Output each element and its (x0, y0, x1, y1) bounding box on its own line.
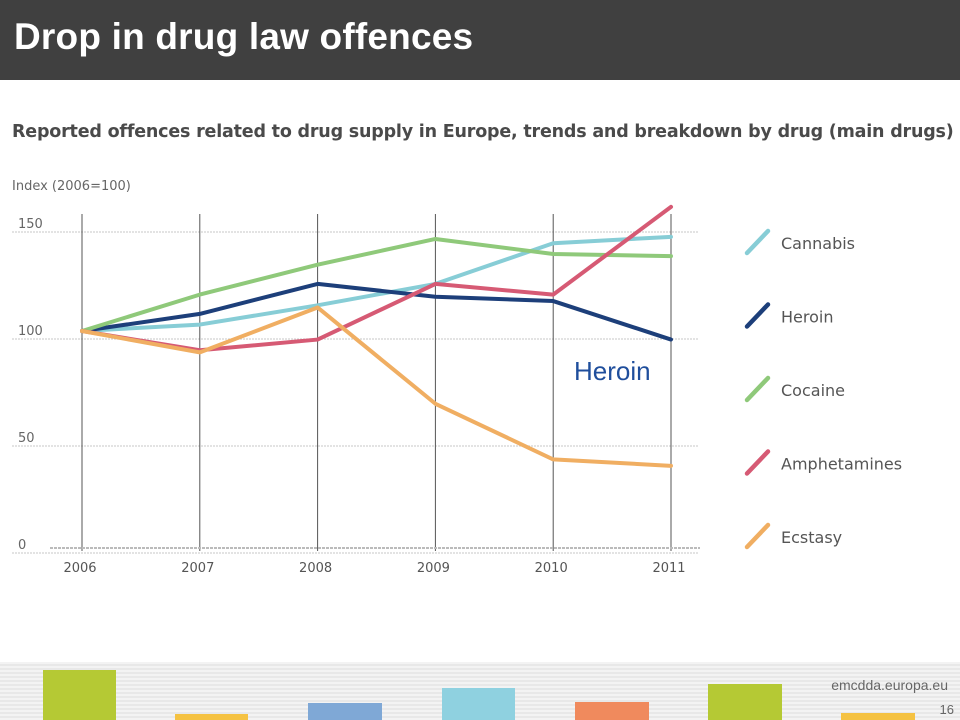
legend-label-cocaine: Cocaine (781, 381, 845, 400)
chart-title: Reported offences related to drug supply… (12, 122, 954, 142)
site-url[interactable]: emcdda.europa.eu (831, 677, 948, 693)
legend-swatch-heroin (744, 302, 771, 329)
footer-decor-bar (442, 688, 515, 720)
y-tick-label: 100 (18, 324, 43, 339)
title-bar: Drop in drug law offences (0, 0, 960, 80)
y-tick-label: 0 (18, 538, 26, 553)
legend-swatch-ecstasy (744, 522, 771, 550)
line-chart: Index (2006=100) 150 100 50 0 2006 2007 2008 200… (12, 179, 902, 576)
footer-decor-bar (575, 702, 649, 720)
x-tick-label: 2011 (652, 561, 685, 576)
legend-label-cannabis: Cannabis (781, 234, 855, 253)
legend-label-amphetamines: Amphetamines (781, 455, 902, 474)
series-line-ecstasy (80, 305, 673, 468)
legend-swatch-cocaine (744, 375, 771, 403)
footer-decor-bar (841, 713, 915, 720)
y-axis-label: Index (2006=100) (12, 179, 131, 194)
heroin-annotation: Heroin (574, 356, 651, 386)
x-tick-label: 2009 (417, 561, 450, 576)
series-line-cannabis (80, 234, 673, 333)
series-line-cocaine (80, 236, 673, 333)
page-number: 16 (939, 702, 954, 717)
footer-decor-bar (43, 670, 116, 720)
x-tick-label: 2010 (535, 561, 568, 576)
y-tick-label: 150 (18, 217, 43, 232)
footer-decor-bar (708, 684, 782, 720)
x-tick-label: 2007 (181, 561, 214, 576)
series-line-amphetamines (80, 204, 673, 353)
x-tick-label: 2006 (63, 561, 96, 576)
y-tick-label: 50 (18, 431, 35, 446)
x-tick-label: 2008 (299, 561, 332, 576)
series-line-heroin (80, 281, 673, 342)
legend-swatch-amphetamines (744, 449, 771, 476)
footer-decor-bar (175, 714, 248, 720)
legend-label-heroin: Heroin (781, 308, 833, 327)
legend-label-ecstasy: Ecstasy (781, 528, 842, 547)
slide-title: Drop in drug law offences (14, 16, 474, 57)
footer-decor-bar (308, 703, 382, 720)
legend-swatch-cannabis (744, 228, 771, 256)
